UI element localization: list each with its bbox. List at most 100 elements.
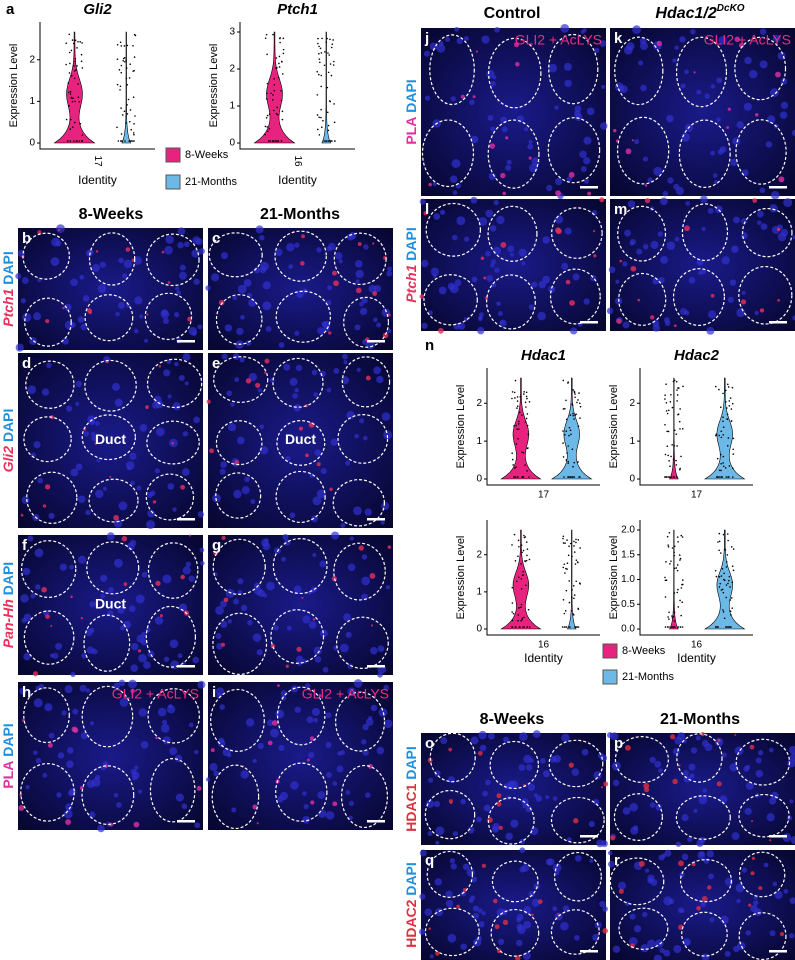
nucleus <box>373 317 378 323</box>
row-label: Pan-Hh DAPI <box>0 562 16 648</box>
y-tick-label: 0 <box>29 138 35 149</box>
cell-dot <box>674 429 676 432</box>
nucleus <box>49 653 55 658</box>
cell-dot <box>68 72 71 74</box>
nucleus <box>661 853 667 858</box>
nucleus <box>649 756 656 764</box>
signal <box>749 744 755 750</box>
nucleus <box>434 878 442 886</box>
signal <box>565 279 571 285</box>
nucleus <box>696 839 704 847</box>
nucleus <box>690 747 698 754</box>
nucleus <box>418 928 426 935</box>
nucleus <box>727 296 734 303</box>
nucleus <box>638 60 644 66</box>
nucleus <box>519 847 526 854</box>
cell-dot <box>564 542 566 544</box>
nucleus <box>424 908 433 917</box>
nucleus <box>528 304 535 310</box>
nucleus <box>319 560 327 568</box>
signal <box>625 148 632 155</box>
cell-dot <box>680 614 682 617</box>
cell-dot <box>266 92 268 95</box>
counterstain-name: DAPI <box>403 227 419 260</box>
nucleus <box>194 749 199 755</box>
y-tick-label: 3 <box>229 27 235 38</box>
nucleus <box>707 207 714 214</box>
nucleus <box>624 229 631 237</box>
nucleus <box>522 951 531 960</box>
cell-dot <box>272 109 275 112</box>
nucleus <box>63 809 73 819</box>
acinus-outline <box>423 274 478 326</box>
nucleus <box>79 274 85 280</box>
signal <box>372 242 375 245</box>
signal <box>751 856 756 861</box>
cell-dot <box>726 554 729 556</box>
cell-dot <box>568 434 570 437</box>
cell-dot <box>266 53 268 56</box>
nucleus <box>51 237 61 247</box>
cell-dot <box>128 77 131 79</box>
cell-dot <box>730 614 732 616</box>
nucleus <box>118 257 124 264</box>
cell-dot <box>520 620 522 622</box>
cell-dot <box>123 110 126 113</box>
plot-title: Hdac2 <box>674 347 720 364</box>
cell-dot <box>316 128 319 131</box>
nucleus <box>381 412 391 421</box>
nucleus <box>523 906 532 915</box>
cell-dot <box>679 467 681 470</box>
cell-dot <box>720 462 722 465</box>
cell-dot <box>513 476 515 478</box>
nucleus <box>662 190 669 197</box>
nucleus <box>134 765 139 770</box>
nucleus <box>460 798 466 805</box>
nucleus <box>660 255 668 264</box>
nucleus <box>217 739 226 748</box>
nucleus <box>172 402 181 411</box>
cell-dot <box>280 140 283 142</box>
signal <box>774 71 781 78</box>
nucleus <box>193 278 200 285</box>
nucleus <box>224 324 233 332</box>
signal <box>513 41 520 48</box>
cell-dot <box>722 392 724 395</box>
nucleus <box>586 107 595 116</box>
signal <box>502 191 506 196</box>
nucleus <box>470 196 478 204</box>
scale-bar <box>580 186 598 189</box>
legend-swatch <box>602 643 618 659</box>
panel-letter: c <box>212 230 220 247</box>
nucleus <box>215 633 222 640</box>
cell-dot <box>132 96 135 99</box>
cell-dot <box>726 418 729 420</box>
cell-dot <box>327 71 330 74</box>
micrograph: q <box>418 847 608 960</box>
cell-dot <box>330 74 333 77</box>
row-label: Gli2 DAPI <box>0 409 16 473</box>
nucleus <box>97 284 107 293</box>
nucleus <box>724 877 733 886</box>
nucleus <box>131 771 140 780</box>
cell-dot <box>677 413 679 416</box>
cell-dot <box>572 414 574 417</box>
acinus-outline <box>146 233 200 287</box>
signal <box>137 649 142 653</box>
nucleus <box>302 615 311 624</box>
nucleus <box>259 261 269 271</box>
cell-dot <box>664 398 666 400</box>
cell-dot <box>672 615 675 618</box>
cell-dot <box>516 428 519 431</box>
nucleus <box>354 324 361 331</box>
cell-dot <box>671 615 673 617</box>
cell-dot <box>728 465 731 467</box>
nucleus <box>149 490 156 496</box>
cell-dot <box>71 39 74 41</box>
nucleus <box>574 113 583 122</box>
nucleus <box>114 398 123 407</box>
nucleus <box>527 783 536 792</box>
nucleus <box>255 225 264 234</box>
cell-dot <box>722 434 725 436</box>
cell-dot <box>668 476 671 478</box>
